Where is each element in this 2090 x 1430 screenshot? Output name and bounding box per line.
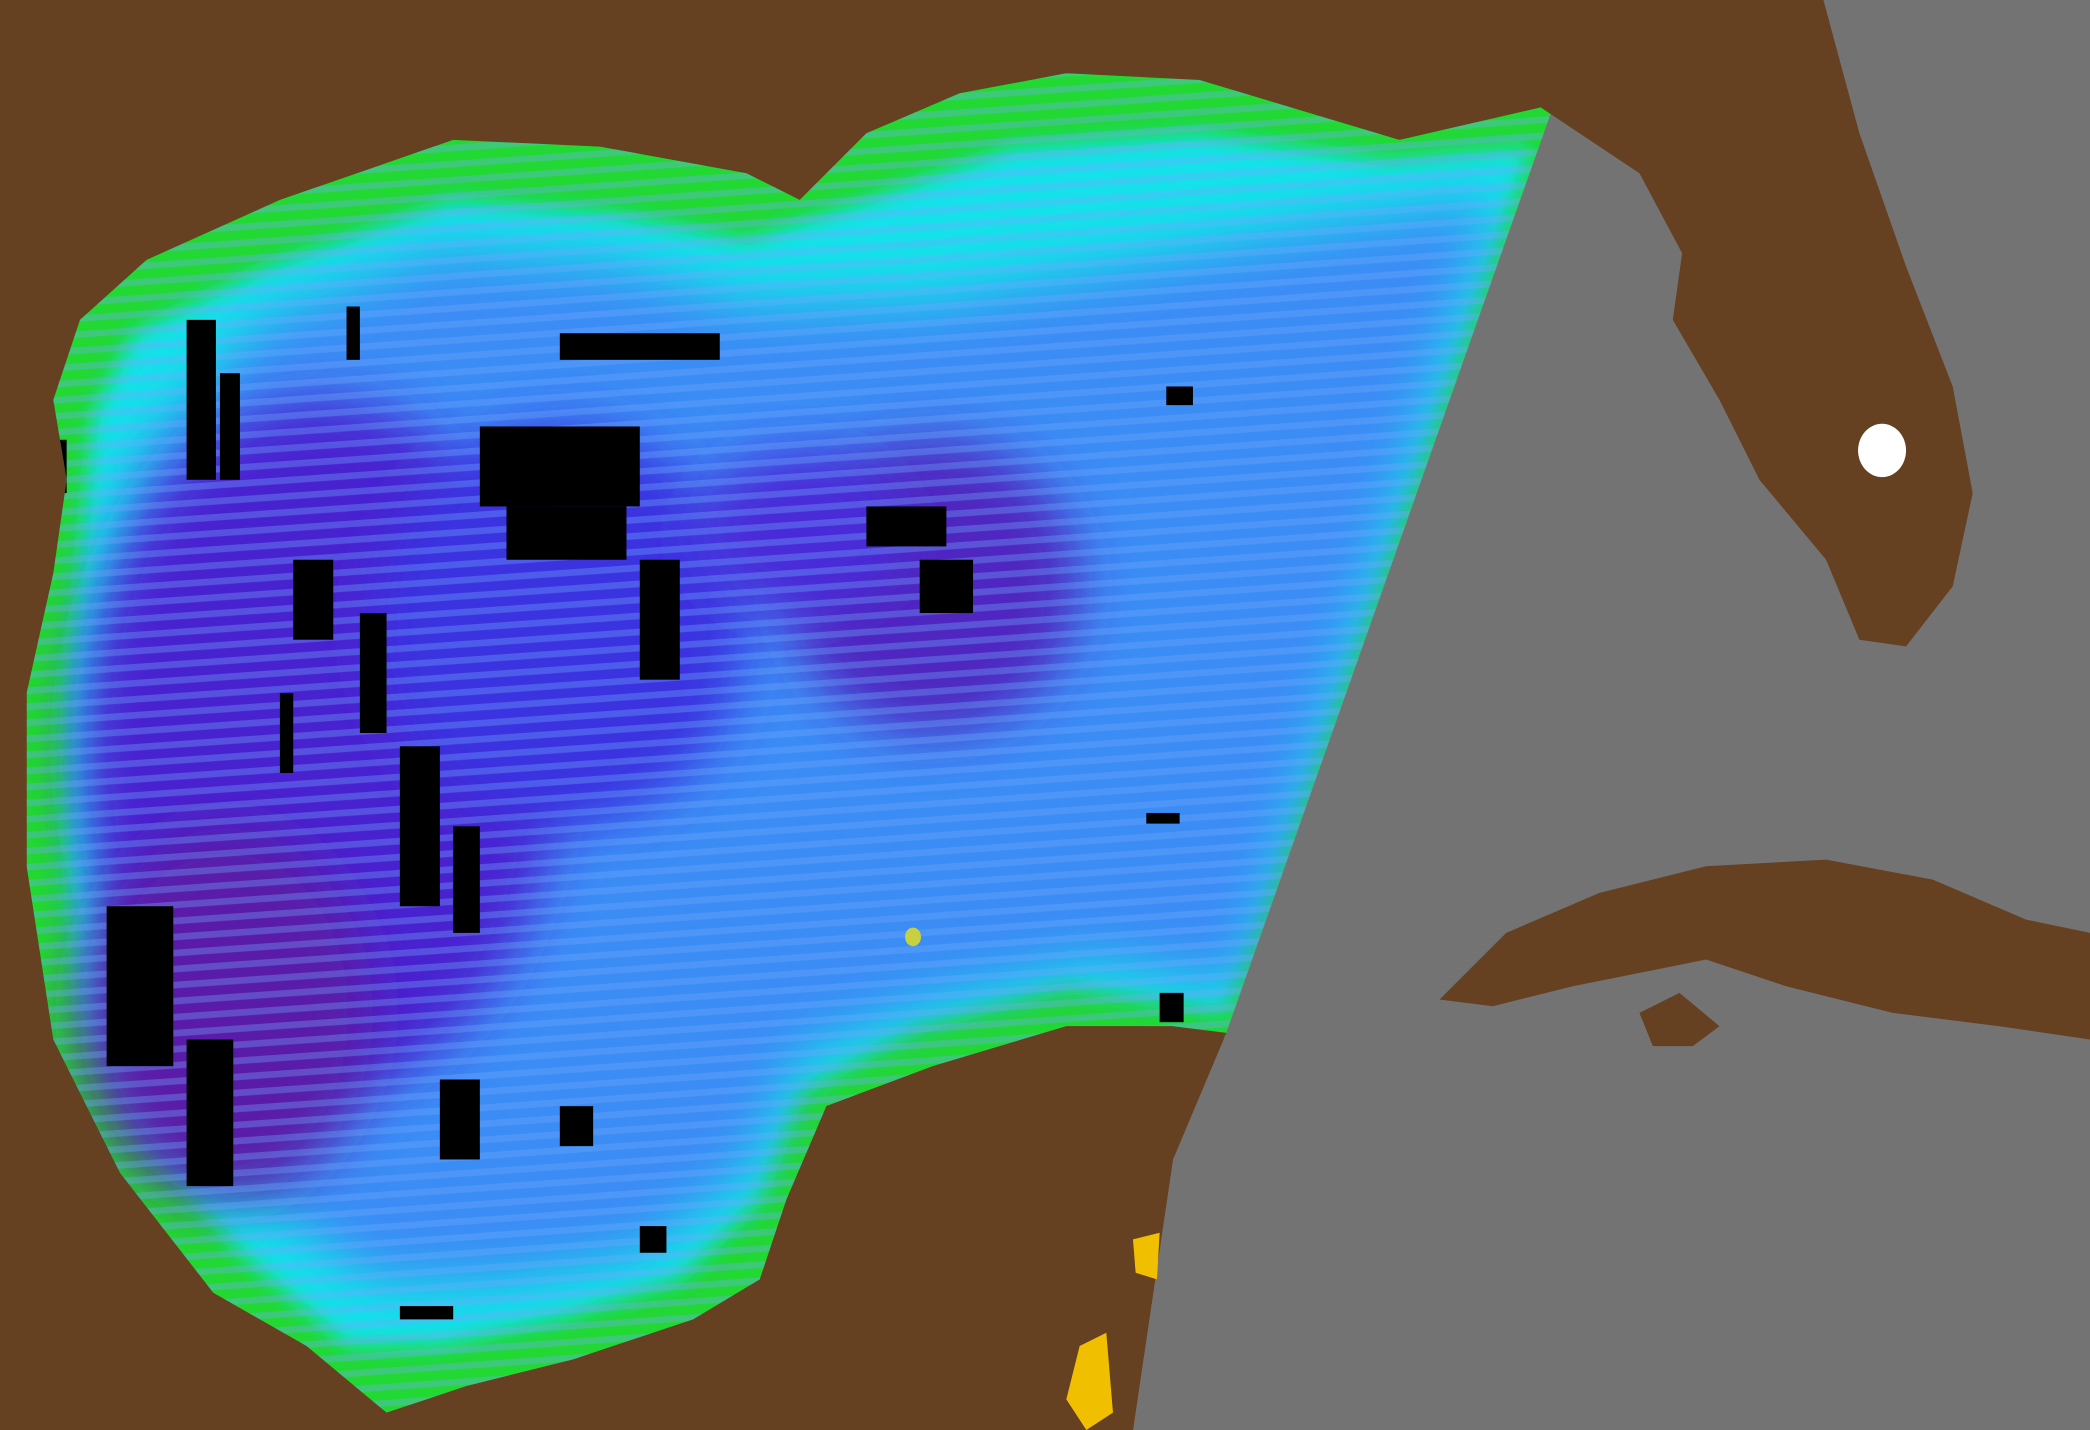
lake bbox=[1858, 423, 1907, 478]
yucatan bbox=[826, 1026, 1227, 1430]
florida bbox=[1519, 0, 1973, 647]
yellow-patch bbox=[1132, 1232, 1160, 1280]
yellow-patch bbox=[1066, 1332, 1113, 1430]
island bbox=[1639, 992, 1720, 1047]
cuba bbox=[1439, 859, 2090, 1040]
spot bbox=[905, 927, 922, 947]
